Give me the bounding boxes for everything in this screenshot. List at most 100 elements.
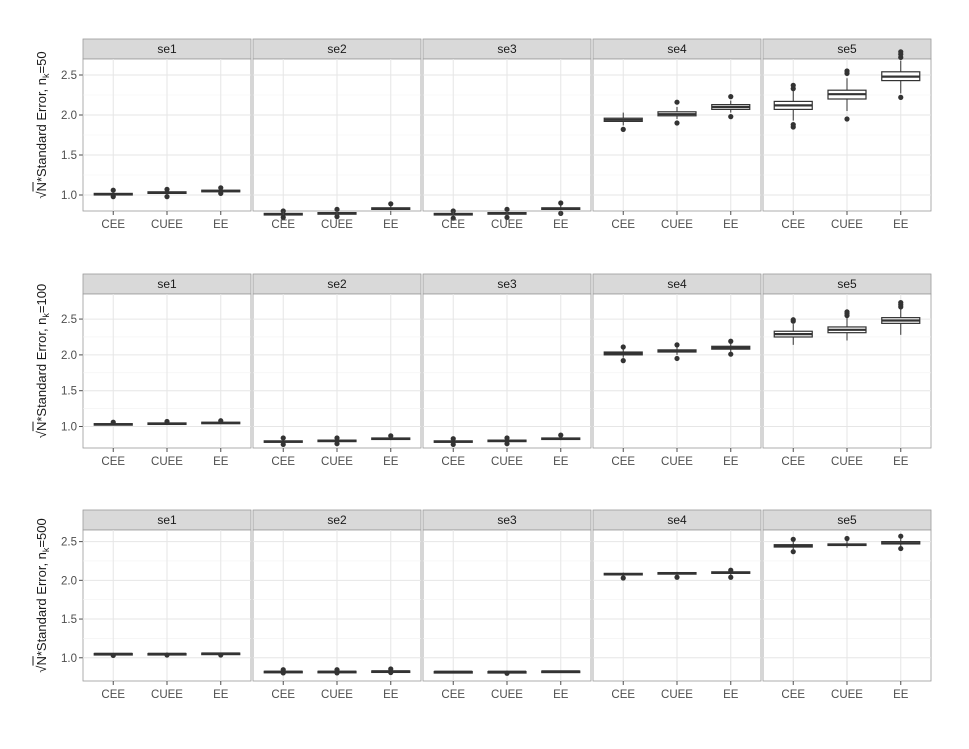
boxplot-outlier — [620, 358, 626, 364]
y-tick-label: 2.0 — [61, 110, 77, 122]
boxplot-outlier — [218, 652, 224, 658]
facet-strip-label: se2 — [327, 42, 347, 56]
y-axis-label-prefix: √N — [34, 656, 49, 673]
boxplot-outlier — [504, 214, 510, 220]
facet-panel-se3: se3 CEE CUEE EE — [422, 509, 592, 701]
boxplot-outlier — [110, 194, 116, 200]
boxplot-cee — [603, 112, 643, 132]
x-tick-label: CEE — [441, 689, 465, 701]
boxplot-outlier — [620, 126, 626, 132]
x-tick-label: EE — [383, 456, 399, 468]
boxplot-cuee — [657, 342, 697, 362]
x-tick-label: CEE — [271, 219, 295, 231]
boxplot-outlier — [504, 206, 510, 212]
boxplot-outlier — [790, 122, 796, 128]
boxplot-outlier — [110, 419, 116, 425]
boxplot-outlier — [558, 200, 564, 206]
facet-panel-se4: se4 CEE CUEE EE — [592, 273, 762, 468]
x-tick-label: EE — [723, 689, 739, 701]
boxplot-outlier — [674, 120, 680, 126]
x-tick-label: CUEE — [831, 219, 863, 231]
facet-strip-label: se2 — [327, 277, 347, 291]
y-axis-label-prefix: √N — [34, 422, 49, 439]
boxplot-ee — [881, 533, 921, 552]
boxplot-outlier — [334, 435, 340, 441]
facet-panel-se5: se5 CEE CUEE EE — [762, 38, 932, 231]
boxplot-ee — [711, 567, 751, 580]
x-tick-label: CUEE — [491, 456, 523, 468]
boxplot-cee — [263, 667, 303, 676]
boxplot-outlier — [164, 186, 170, 192]
facet-strip-label: se3 — [497, 42, 517, 56]
boxplot-outlier — [218, 185, 224, 191]
x-tick-label: EE — [893, 456, 909, 468]
boxplot-cuee — [827, 309, 867, 341]
boxplot-outlier — [844, 535, 850, 542]
boxplot-outlier — [164, 194, 170, 200]
boxplot-cee — [93, 419, 133, 426]
boxplot-outlier — [280, 667, 286, 673]
facet-strip-label: se3 — [497, 513, 517, 527]
boxplot-outlier — [450, 441, 456, 448]
boxplot-outlier — [620, 575, 626, 581]
y-axis-label-sub: k — [41, 547, 51, 552]
boxplot-outlier — [674, 99, 680, 105]
y-axis-label-main: *Standard Error, n — [34, 552, 49, 656]
x-tick-label: EE — [553, 456, 569, 468]
boxplot-ee — [541, 670, 581, 674]
facet-panel-se1: se1 CEE CUEE EE — [82, 273, 252, 468]
boxplot-outlier — [790, 549, 796, 555]
boxplot-outlier — [898, 94, 904, 100]
x-tick-label: EE — [213, 689, 229, 701]
boxplot-outlier — [334, 206, 340, 212]
y-tick-label: 1.5 — [61, 386, 77, 398]
y-tick-label: 1.5 — [61, 614, 77, 626]
boxplot-cee — [603, 344, 643, 364]
y-tick-label: 2.0 — [61, 575, 77, 587]
x-tick-label: CEE — [611, 219, 635, 231]
facet-row-2: √N*Standard Error, nk=100 1.0 1.5 2.0 2.5 se1… — [32, 273, 932, 468]
y-tick-label: 2.5 — [61, 537, 77, 549]
boxplot-outlier — [504, 441, 510, 447]
boxplot-cuee — [147, 652, 187, 658]
boxplot-outlier — [450, 215, 456, 221]
boxplot-cee — [93, 652, 133, 659]
boxplot-outlier — [728, 574, 734, 580]
facet-row-3: √N*Standard Error, nk=500 1.0 1.5 2.0 2.5 se1… — [32, 509, 932, 701]
boxplot-outlier — [790, 82, 796, 88]
x-tick-label: CUEE — [831, 456, 863, 468]
x-tick-label: EE — [383, 219, 399, 231]
boxplot-outlier — [280, 214, 286, 220]
boxplot-outlier — [164, 652, 170, 658]
x-tick-label: EE — [723, 456, 739, 468]
x-tick-label: EE — [213, 219, 229, 231]
x-tick-label: CEE — [271, 456, 295, 468]
boxplot-outlier — [450, 436, 456, 442]
boxplot-outlier — [334, 441, 340, 447]
facet-strip-label: se4 — [667, 277, 687, 291]
y-tick-label: 1.0 — [61, 422, 77, 434]
y-axis-label-main: *Standard Error, n — [34, 318, 49, 422]
boxplot-ee — [881, 299, 921, 335]
boxplot-outlier — [728, 338, 734, 344]
boxplot-cuee — [487, 435, 527, 447]
boxplot-cuee — [827, 68, 867, 122]
y-axis-label-suffix: =100 — [34, 284, 49, 313]
boxplot-cee — [433, 436, 473, 448]
boxplot-cee — [773, 536, 813, 555]
y-axis-label: √N*Standard Error, nk=100 — [34, 284, 51, 438]
x-tick-label: EE — [723, 219, 739, 231]
facet-strip-label: se5 — [837, 277, 857, 291]
x-tick-label: CUEE — [321, 456, 353, 468]
boxplot-cuee — [827, 535, 867, 548]
y-axis-label-sub: k — [41, 313, 51, 318]
x-tick-label: CEE — [781, 456, 805, 468]
x-tick-label: CUEE — [661, 456, 693, 468]
boxplot-ee — [711, 338, 751, 357]
facet-row-1: √N*Standard Error, nk=50 1.0 1.5 2.0 2.5 se1 C… — [32, 38, 932, 231]
boxplot-outlier — [334, 667, 340, 673]
boxplot-outlier — [844, 68, 850, 74]
y-axis-label-prefix: √N — [34, 182, 49, 199]
x-tick-label: CEE — [441, 219, 465, 231]
boxplot-outlier — [790, 536, 796, 542]
